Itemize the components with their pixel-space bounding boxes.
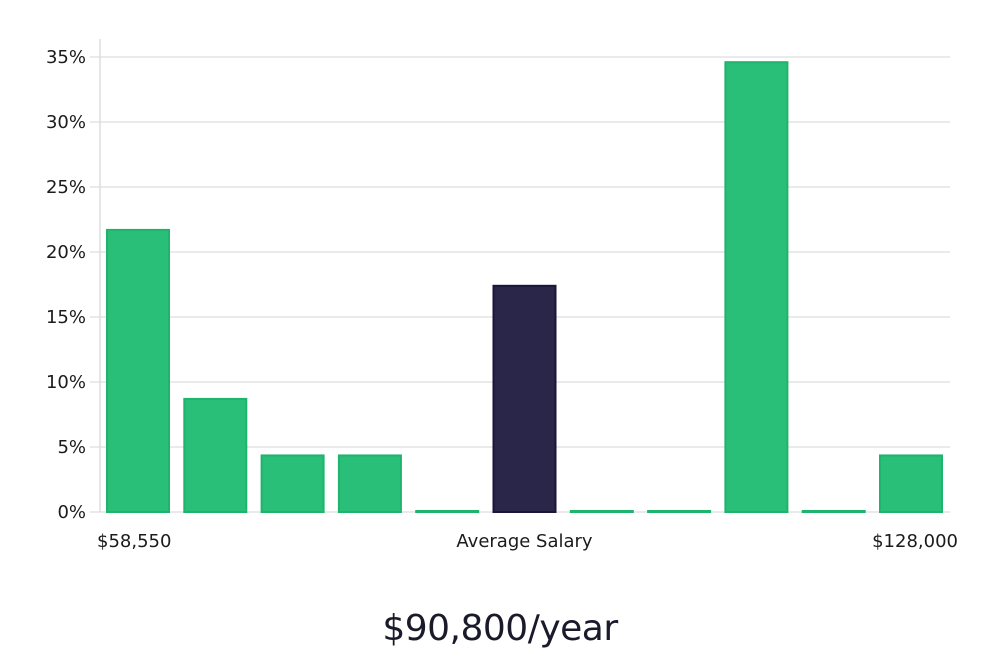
bar <box>183 397 248 513</box>
bar <box>569 510 634 513</box>
y-tick-label: 35% <box>46 47 86 68</box>
bar <box>260 454 325 514</box>
bars <box>106 61 943 514</box>
y-tick-label: 5% <box>57 437 86 458</box>
y-tick-label: 0% <box>57 502 86 523</box>
average-salary-headline: $90,800/year <box>382 608 618 649</box>
y-axis-tick-labels: 0% 5% 10% 15% 20% 25% 30% 35% <box>46 47 86 523</box>
bar <box>724 61 789 513</box>
y-tick-label: 25% <box>46 177 86 198</box>
x-label-average-salary: Average Salary <box>456 531 593 552</box>
bar <box>337 454 402 514</box>
bar <box>801 510 866 513</box>
y-tick-label: 10% <box>46 372 86 393</box>
bar <box>106 228 170 513</box>
x-label-min-salary: $58,550 <box>97 531 171 552</box>
bar <box>647 510 712 513</box>
bar <box>879 454 943 514</box>
y-tick-label: 15% <box>46 307 86 328</box>
y-tick-label: 20% <box>46 242 86 263</box>
bar-average-salary <box>492 284 557 513</box>
x-label-max-salary: $128,000 <box>872 531 958 552</box>
bar <box>415 510 480 513</box>
y-tick-label: 30% <box>46 112 86 133</box>
